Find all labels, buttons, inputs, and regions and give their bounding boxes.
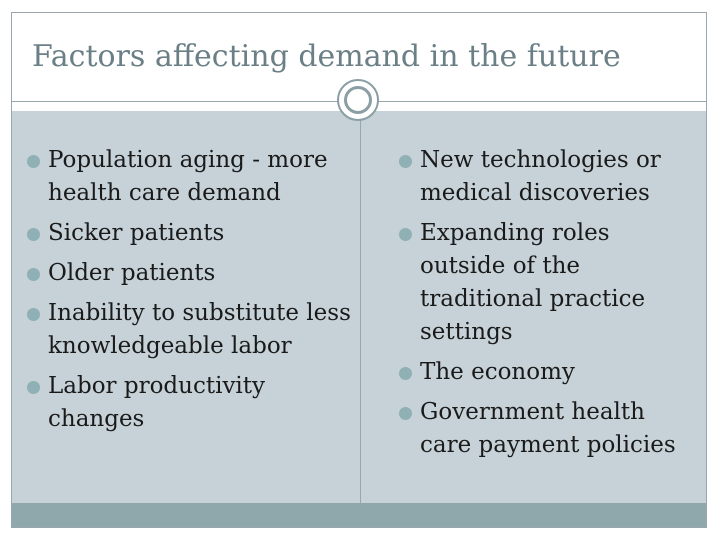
list-item: Sicker patients [26, 217, 356, 250]
bullet-icon [27, 228, 40, 241]
list-item: The economy [398, 356, 698, 389]
right-bullet-list: New technologies or medical discoveries … [398, 144, 698, 469]
bullet-icon [27, 155, 40, 168]
bullet-icon [27, 268, 40, 281]
list-item: New technologies or medical discoveries [398, 144, 698, 210]
bullet-text: Government health care payment policies [420, 399, 676, 458]
bullet-text: Population aging - more health care dema… [48, 147, 328, 206]
left-bullet-list: Population aging - more health care dema… [26, 144, 356, 443]
bullet-icon [399, 407, 412, 420]
bullet-text: New technologies or medical discoveries [420, 147, 661, 206]
bullet-icon [399, 367, 412, 380]
bullet-icon [27, 308, 40, 321]
bullet-text: Older patients [48, 260, 216, 286]
bullet-icon [399, 228, 412, 241]
list-item: Government health care payment policies [398, 396, 698, 462]
list-item: Older patients [26, 257, 356, 290]
circle-ornament-icon [337, 79, 379, 121]
slide-title: Factors affecting demand in the future [32, 39, 621, 74]
bullet-icon [399, 155, 412, 168]
list-item: Population aging - more health care dema… [26, 144, 356, 210]
title-area: Factors affecting demand in the future [12, 13, 706, 103]
bullet-icon [27, 381, 40, 394]
bullet-text: Expanding roles outside of the tradition… [420, 220, 646, 345]
list-item: Expanding roles outside of the tradition… [398, 217, 698, 349]
bullet-text: The economy [420, 359, 575, 385]
footer-bar [12, 503, 706, 527]
inner-circle-icon [344, 86, 372, 114]
list-item: Inability to substitute less knowledgeab… [26, 297, 356, 363]
bullet-text: Sicker patients [48, 220, 225, 246]
list-item: Labor productivity changes [26, 370, 356, 436]
bullet-text: Inability to substitute less knowledgeab… [48, 300, 351, 359]
bullet-text: Labor productivity changes [48, 373, 266, 432]
column-divider [360, 111, 361, 503]
slide: Factors affecting demand in the future P… [11, 12, 707, 528]
content-area [12, 111, 706, 503]
